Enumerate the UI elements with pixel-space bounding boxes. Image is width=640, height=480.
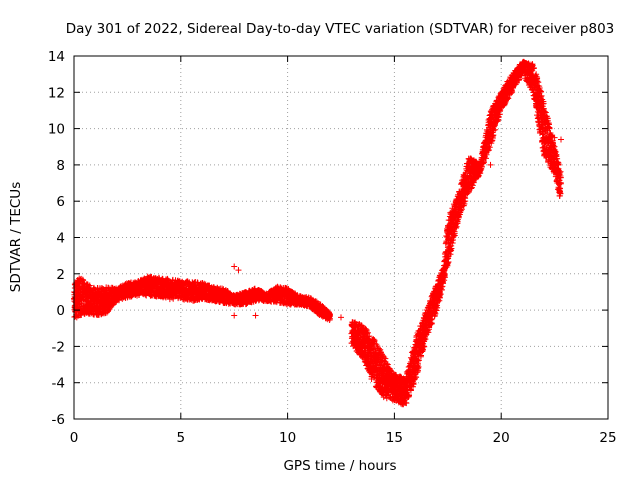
- data-point: [98, 285, 105, 292]
- data-points: [71, 58, 565, 408]
- data-point: [78, 311, 85, 318]
- data-point: [86, 282, 93, 289]
- chart-title: Day 301 of 2022, Sidereal Day-to-day VTE…: [66, 21, 615, 37]
